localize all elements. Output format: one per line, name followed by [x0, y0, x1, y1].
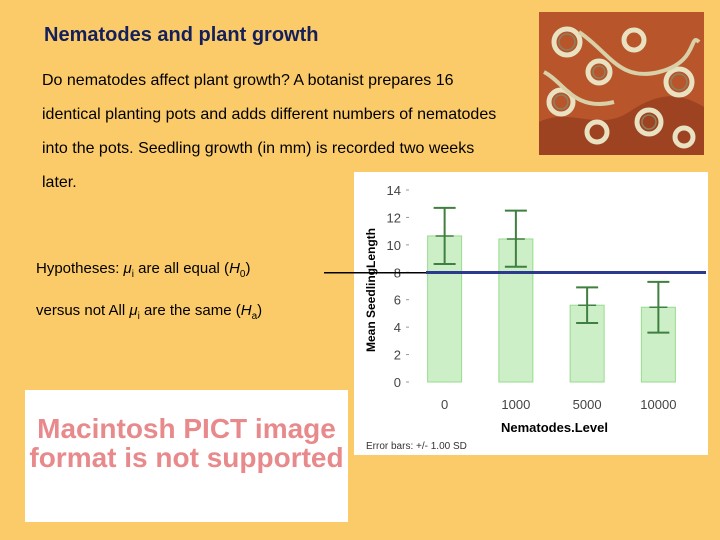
x-tick-label: 0	[441, 397, 448, 412]
nematode-photo-art	[539, 12, 704, 155]
x-tick-label: 10000	[640, 397, 676, 412]
y-tick-label: 2	[394, 348, 401, 363]
y-tick-label: 0	[394, 375, 401, 390]
pointer-line	[324, 272, 426, 274]
bar-chart: 0246810121401000500010000 Mean SeedlingL…	[364, 183, 676, 452]
bar-chart-panel: 0246810121401000500010000 Mean SeedlingL…	[354, 172, 708, 455]
intro-paragraph: Do nematodes affect plant growth? A bota…	[42, 72, 497, 191]
y-tick-label: 12	[387, 210, 401, 225]
y-tick-label: 10	[387, 238, 401, 253]
x-tick-label: 5000	[573, 397, 602, 412]
unsupported-image-placeholder: Macintosh PICT image format is not suppo…	[25, 390, 348, 522]
y-tick-label: 14	[387, 183, 401, 198]
error-bar-footnote: Error bars: +/- 1.00 SD	[366, 441, 467, 452]
x-tick-label: 1000	[501, 397, 530, 412]
y-tick-label: 4	[394, 320, 401, 335]
null-hypothesis: Hypotheses: μi are all equal (H0)	[36, 260, 251, 280]
grand-mean-line	[324, 271, 706, 275]
y-axis-label: Mean SeedlingLength	[364, 228, 378, 352]
x-axis-label: Nematodes.Level	[501, 420, 608, 435]
nematode-photo	[539, 12, 704, 155]
y-tick-label: 6	[394, 293, 401, 308]
pict-notice-text: Macintosh PICT image format is not suppo…	[29, 413, 344, 473]
alternative-hypothesis: versus not All μi are the same (Ha)	[36, 302, 263, 322]
mean-line	[426, 271, 706, 275]
slide-title: Nematodes and plant growth	[44, 24, 319, 46]
